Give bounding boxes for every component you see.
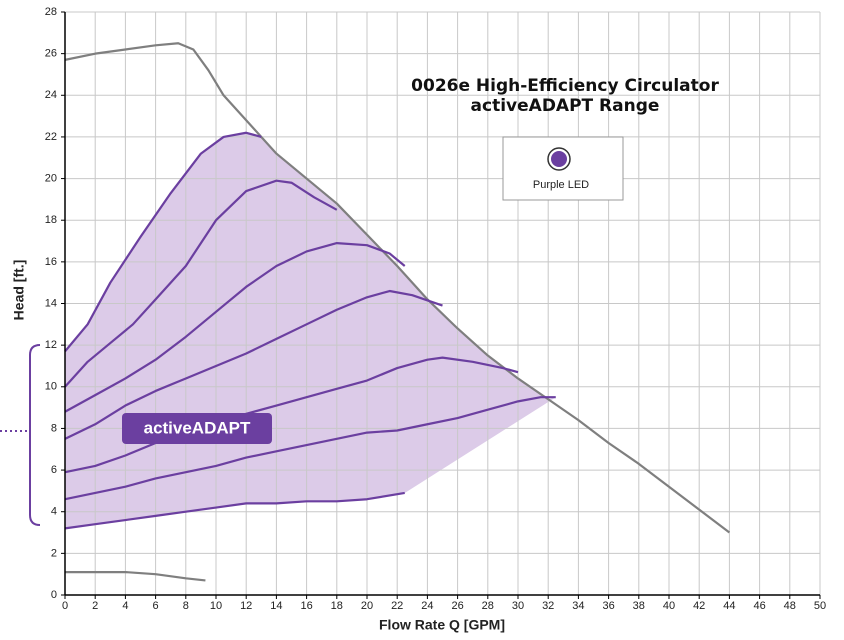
x-tick-label: 26 (451, 600, 463, 612)
x-tick-label: 20 (361, 600, 373, 612)
x-tick-label: 14 (270, 600, 282, 612)
curve (64, 289, 443, 440)
y-tick-label: 18 (45, 214, 57, 226)
y-tick-label: 16 (45, 256, 57, 268)
y-tick-label: 6 (51, 464, 57, 476)
y-tick-label: 0 (51, 589, 57, 601)
curve (64, 131, 262, 353)
y-tick-label: 26 (45, 48, 57, 60)
x-tick-label: 36 (602, 600, 614, 612)
x-tick-label: 30 (512, 600, 524, 612)
curve (64, 356, 519, 474)
y-tick-label: 8 (51, 422, 57, 434)
curve (65, 570, 206, 582)
x-tick-label: 16 (300, 600, 312, 612)
x-tick-label: 12 (240, 600, 252, 612)
x-tick-label: 10 (210, 600, 222, 612)
legend-label: Purple LED (533, 179, 589, 191)
x-tick-label: 48 (784, 600, 796, 612)
x-axis-label: Flow Rate Q [GPM] (379, 617, 505, 633)
x-tick-label: 40 (663, 600, 675, 612)
legend-marker (551, 151, 567, 167)
x-tick-label: 38 (633, 600, 645, 612)
y-tick-label: 2 (51, 547, 57, 559)
y-tick-label: 22 (45, 131, 57, 143)
x-tick-label: 32 (542, 600, 554, 612)
x-tick-label: 18 (331, 600, 343, 612)
curve (64, 42, 731, 534)
x-tick-label: 28 (482, 600, 494, 612)
x-tick-label: 44 (723, 600, 735, 612)
x-tick-label: 0 (62, 600, 68, 612)
curve (64, 491, 405, 530)
y-tick-label: 24 (45, 89, 57, 101)
annotation: activeADAPT (144, 418, 251, 437)
chart-title: 0026e High-Efficiency Circulator (411, 76, 719, 96)
x-tick-label: 42 (693, 600, 705, 612)
y-tick-label: 14 (45, 297, 57, 309)
x-tick-label: 24 (421, 600, 433, 612)
y-tick-label: 12 (45, 339, 57, 351)
curve (64, 396, 556, 501)
x-tick-label: 46 (753, 600, 765, 612)
y-tick-label: 10 (45, 381, 57, 393)
y-axis-label: Head [ft.] (11, 260, 27, 321)
range-bracket (29, 344, 41, 526)
y-tick-label: 28 (45, 6, 57, 18)
x-tick-label: 50 (814, 600, 826, 612)
curve (64, 179, 338, 388)
chart-subtitle: activeADAPT Range (471, 96, 660, 116)
x-tick-label: 22 (391, 600, 403, 612)
curve (64, 242, 406, 413)
y-tick-label: 4 (51, 506, 57, 518)
x-tick-label: 34 (572, 600, 584, 612)
x-tick-label: 6 (153, 600, 159, 612)
x-tick-label: 2 (92, 600, 98, 612)
y-tick-label: 20 (45, 172, 57, 184)
x-tick-label: 8 (183, 600, 189, 612)
range-area (65, 132, 556, 529)
annotation-box (122, 413, 272, 444)
x-tick-label: 4 (122, 600, 128, 612)
